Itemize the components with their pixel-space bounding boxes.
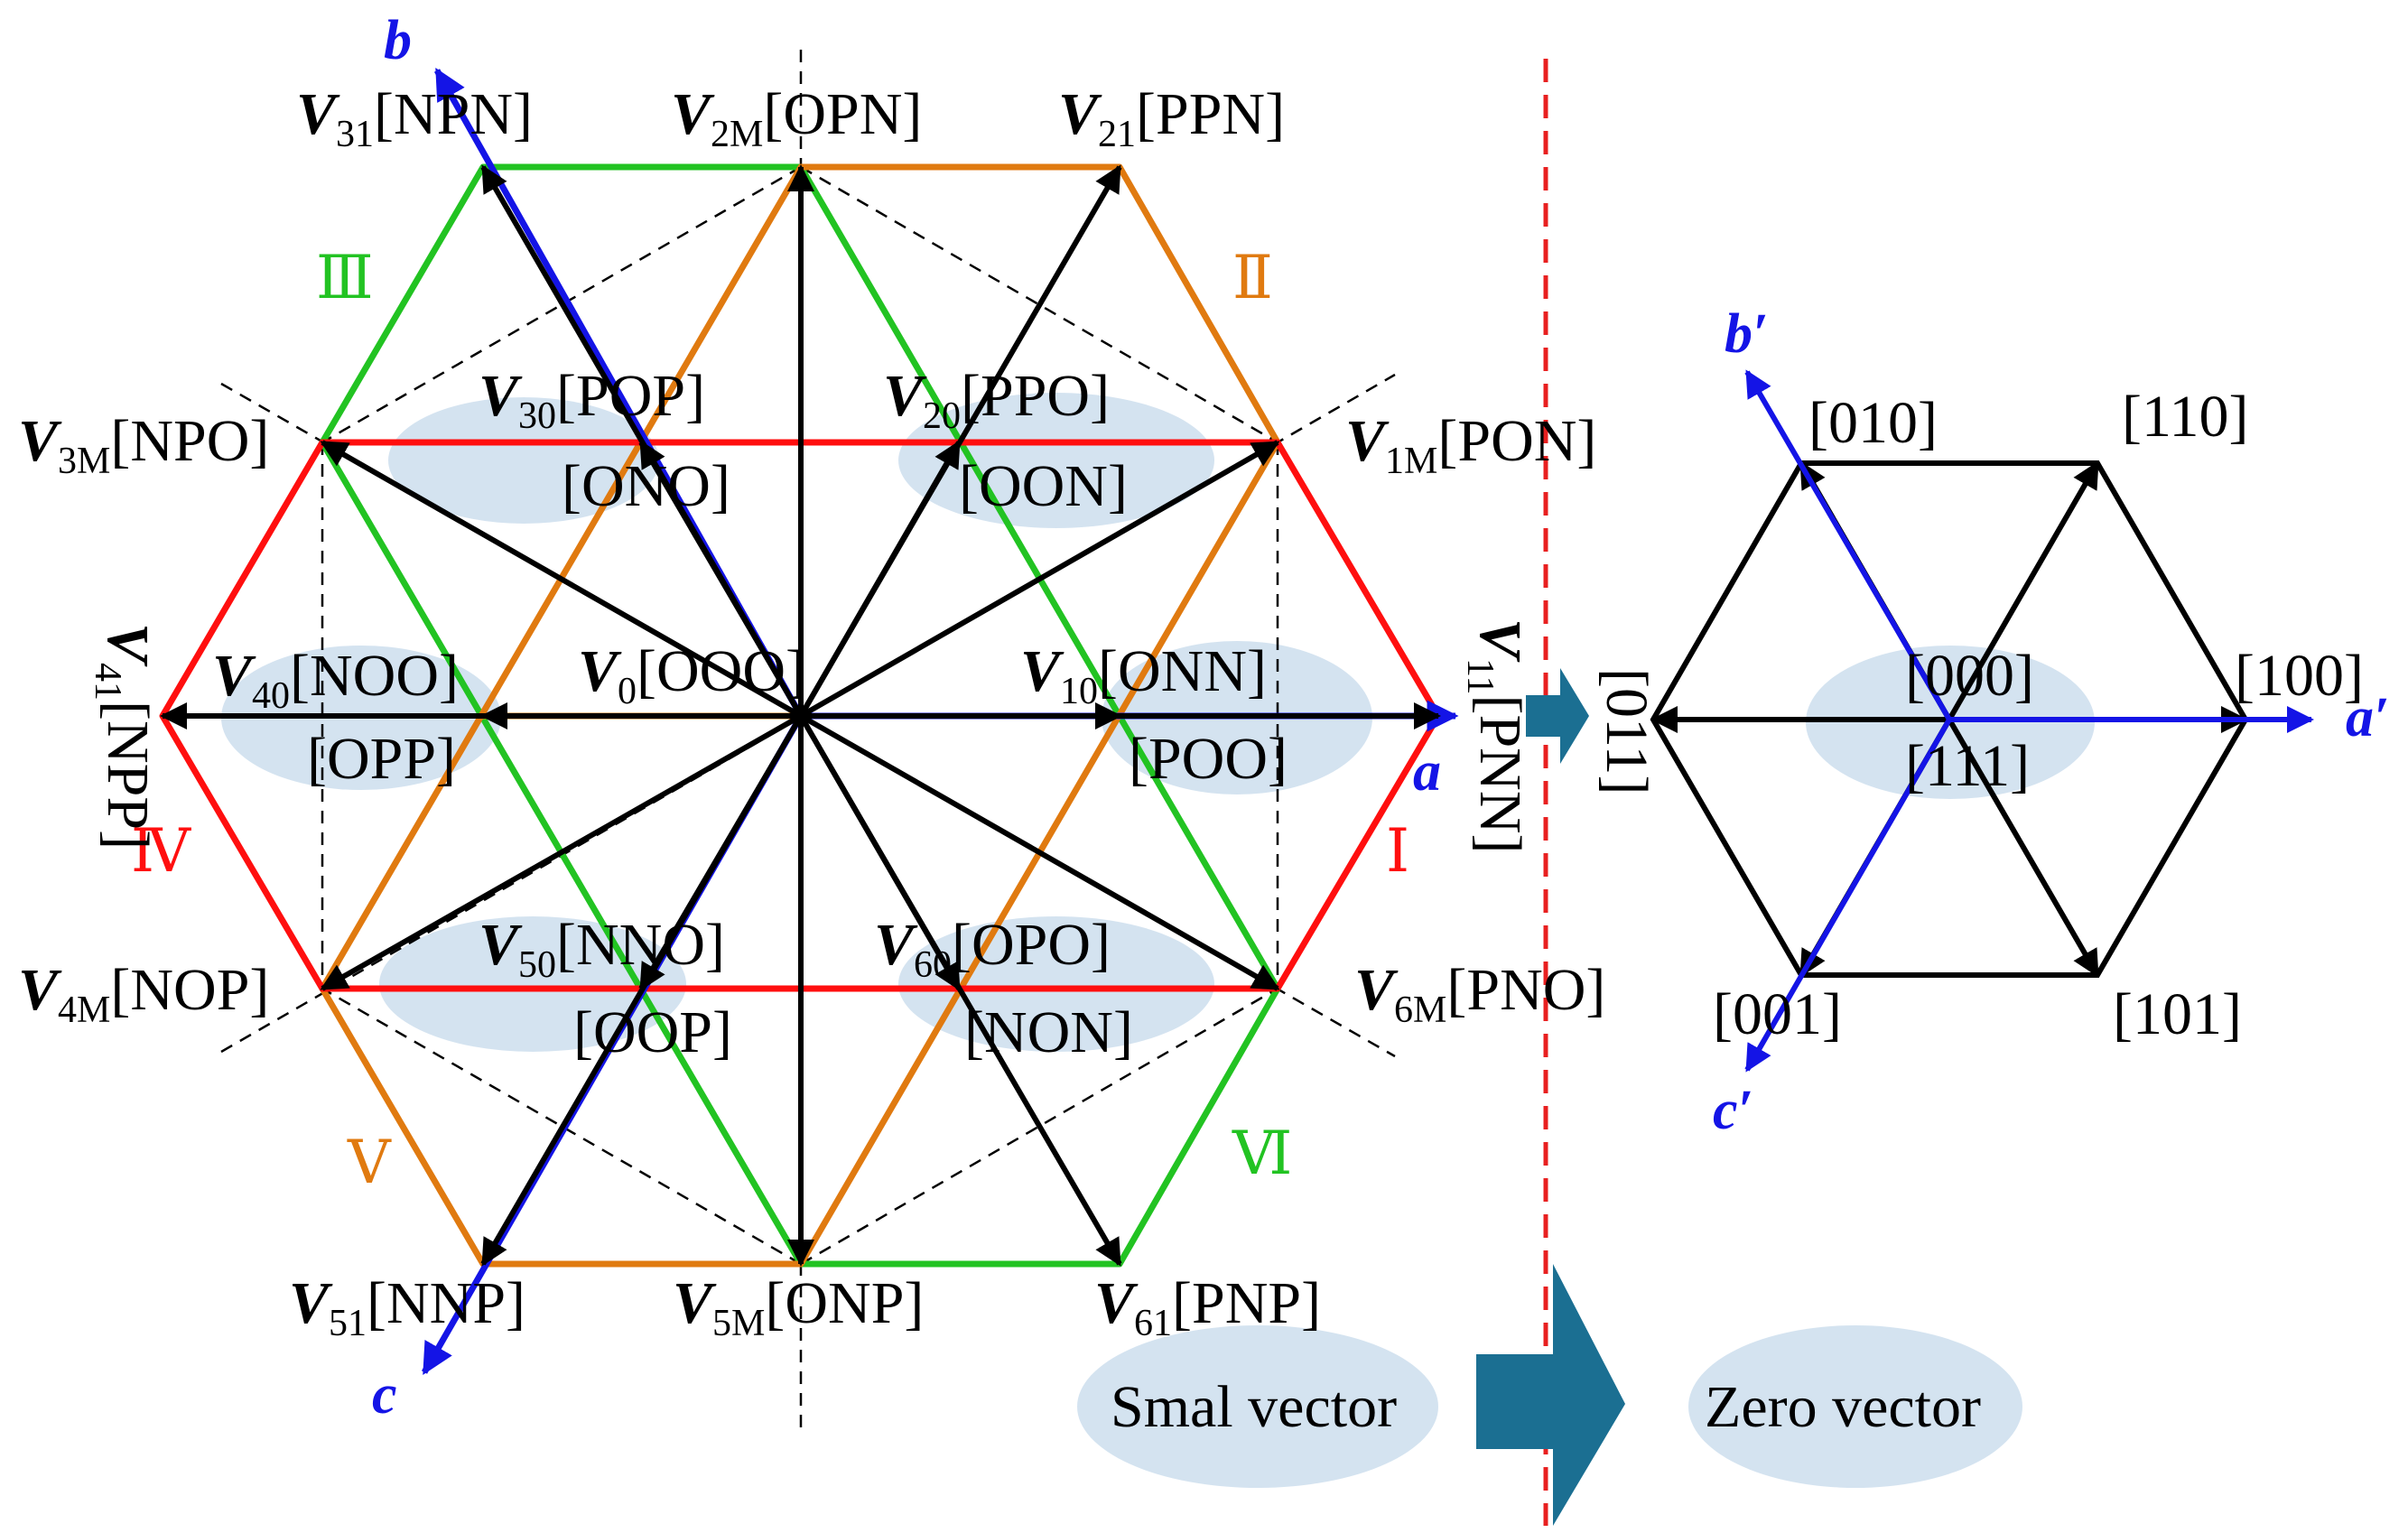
label-111: [111] — [1905, 733, 2030, 799]
label-V20: V20[PPO] — [883, 363, 1110, 437]
axis-c-label: c — [372, 1364, 397, 1426]
bubble-sector-50 — [379, 916, 686, 1052]
bubble-sector-20 — [898, 393, 1214, 528]
label-010: [010] — [1808, 390, 1938, 456]
label-100: [100] — [2235, 643, 2364, 709]
two-level-vector-arrow — [1947, 460, 2100, 721]
prime-axes — [1744, 369, 2314, 1073]
sector-label-VI: Ⅵ — [1232, 1121, 1292, 1187]
label-V31: V31[NPN] — [296, 81, 533, 155]
legend-small-vector: Smal vector — [1111, 1374, 1397, 1440]
label-V6M: V6M[PNO] — [1354, 957, 1605, 1031]
label-011: [011] — [1594, 668, 1660, 795]
vector-arrow — [799, 713, 1280, 991]
sector-label-V: Ⅴ — [347, 1130, 392, 1196]
state2-V60: [NON] — [964, 999, 1133, 1065]
arrow-legend — [1476, 1264, 1625, 1526]
state2-V20: [OON] — [959, 453, 1128, 519]
vector-arrow — [320, 440, 803, 719]
label-V5M: V5M[ONP] — [673, 1270, 924, 1344]
svg-text:V41[NPP]: V41[NPP] — [87, 623, 161, 850]
svg-text:[011]: [011] — [1594, 668, 1660, 795]
label-V10: V10[ONN] — [1020, 638, 1267, 712]
label-101: [101] — [2113, 981, 2242, 1047]
sector-label-II: Ⅱ — [1232, 246, 1273, 311]
axis-c-prime-label: c′ — [1713, 1080, 1753, 1141]
label-V4M: V4M[NOP] — [18, 957, 269, 1031]
voltage-vectors — [160, 164, 1441, 1267]
axis-a-label: a — [1413, 741, 1441, 803]
vector-arrow — [320, 713, 803, 991]
label-V61: V61[PNP] — [1094, 1270, 1321, 1344]
label-V21: V21[PPN] — [1058, 81, 1285, 155]
vector-arrow — [799, 440, 1280, 719]
label-V30: V30[POP] — [479, 363, 705, 437]
label-V11: V11[PNN] — [1459, 618, 1533, 853]
label-V60: V60[OPO] — [874, 912, 1111, 986]
label-V1M: V1M[PON] — [1345, 408, 1596, 482]
bubble-legend-zero — [1688, 1325, 2022, 1488]
label-V41: V41[NPP] — [87, 623, 161, 850]
label-000: [000] — [1905, 643, 2034, 709]
sector-label-IV: Ⅳ — [131, 819, 191, 885]
axis-a-prime-label: a′ — [2346, 687, 2389, 748]
legend-zero-vector: Zero vector — [1705, 1374, 1981, 1440]
sector-label-I: Ⅰ — [1386, 819, 1409, 885]
state2-V10: [POO] — [1129, 726, 1288, 792]
label-V0: V0[OOO] — [578, 638, 805, 712]
state2-V50: [OOP] — [573, 999, 732, 1065]
two-level-vector-arrow — [1947, 718, 2100, 978]
bubble-legend-small — [1077, 1325, 1438, 1488]
label-001: [001] — [1713, 981, 1842, 1047]
vector-arrow — [638, 440, 804, 718]
state2-V30: [ONO] — [562, 453, 730, 519]
svg-text:V11[PNN]: V11[PNN] — [1459, 618, 1533, 853]
label-V50: V50[NNO] — [479, 912, 725, 986]
label-V51: V51[NNP] — [289, 1270, 525, 1344]
vector-labels: V31[NPN] V2M[OPN] V21[PPN] V3M[NPO] V1M[PON]… — [18, 81, 1605, 1344]
axis-b-prime-label: b′ — [1725, 303, 1768, 365]
transition-arrows — [1476, 668, 1625, 1526]
sector-label-III: Ⅲ — [316, 246, 374, 311]
label-V3M: V3M[NPO] — [18, 408, 269, 482]
vector-state-labels: [ONO] [OON] [OPP] [POO] [OOP] [NON] — [307, 453, 1288, 1065]
bubble-sector-30 — [388, 397, 659, 524]
arrow-upper — [1526, 668, 1589, 764]
vector-arrow — [798, 440, 962, 718]
vector-arrow — [480, 714, 804, 1267]
state2-V40: [OPP] — [307, 726, 456, 792]
vector-arrow — [798, 714, 1122, 1267]
label-V2M: V2M[OPN] — [671, 81, 922, 155]
label-110: [110] — [2122, 384, 2249, 450]
axis-b-label: b — [384, 10, 412, 71]
label-V40: V40[NOO] — [212, 643, 459, 717]
